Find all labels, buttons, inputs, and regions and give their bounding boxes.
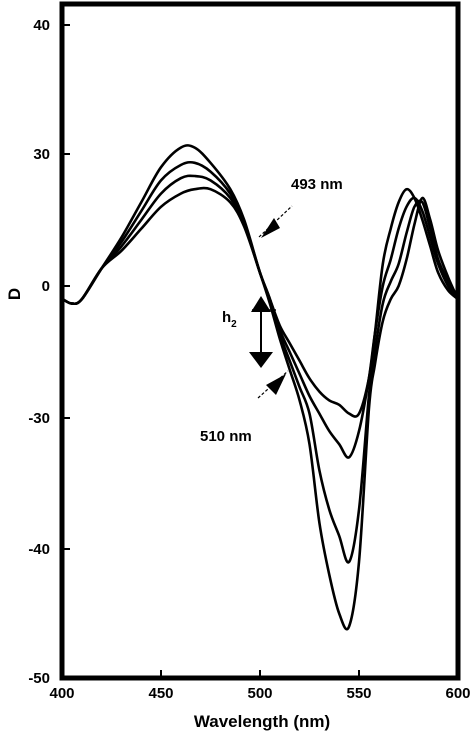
x-ticks: 400 450 500 550 600 [49, 670, 471, 702]
x-axis-label: Wavelength (nm) [194, 712, 330, 731]
series-line-1 [59, 144, 459, 418]
y-ticks: 40 30 0 -30 -40 -50 [28, 17, 70, 687]
h2-arrow-down [249, 352, 273, 368]
series-line-3 [59, 174, 460, 564]
series-line-4 [59, 186, 460, 631]
series-group [59, 144, 460, 631]
label-493nm: 493 nm [291, 176, 343, 193]
y-tick-label: -50 [28, 670, 50, 687]
x-tick-label: 400 [49, 685, 74, 702]
annotations: 493 nm 510 nm h2 [200, 176, 343, 445]
series-line-2 [59, 160, 460, 459]
x-tick-label: 500 [247, 685, 272, 702]
h2-arrow-up [251, 296, 271, 312]
y-tick-label: -30 [28, 410, 50, 427]
marker-493-arrow [261, 218, 280, 238]
label-510nm: 510 nm [200, 428, 252, 445]
x-tick-label: 450 [148, 685, 173, 702]
marker-510-arrow [266, 374, 286, 395]
x-tick-label: 600 [445, 685, 470, 702]
x-tick-label: 550 [346, 685, 371, 702]
y-tick-label: -40 [28, 541, 50, 558]
y-axis-label: D [5, 288, 24, 300]
label-h2: h2 [222, 309, 237, 330]
y-tick-label: 30 [33, 146, 50, 163]
y-tick-label: 0 [42, 278, 50, 295]
y-tick-label: 40 [33, 17, 50, 34]
